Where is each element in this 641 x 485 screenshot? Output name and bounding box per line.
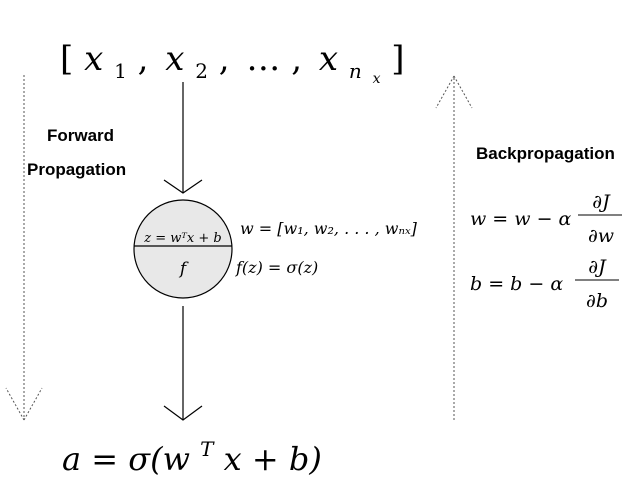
svg-text:∂w: ∂w xyxy=(588,225,614,247)
neuron-circle xyxy=(133,199,233,299)
svg-text:w = w − α: w = w − α xyxy=(470,208,572,230)
output-equation: a = σ(w T x + b) xyxy=(62,426,322,478)
svg-text:∂b: ∂b xyxy=(586,290,608,312)
svg-text:b = b − α: b = b − α xyxy=(470,273,563,295)
activation-label: f(z) = σ(z) xyxy=(235,258,318,277)
svg-text:∂J: ∂J xyxy=(592,191,611,213)
neuron-linear-label: z = wᵀx + b xyxy=(143,231,221,246)
forward-dotted-arrow xyxy=(5,75,43,421)
svg-text:∂J: ∂J xyxy=(588,256,607,278)
input-to-neuron-arrow xyxy=(163,82,203,194)
neuron-activation-label: f xyxy=(178,259,189,279)
weight-update-rule: w = w − α ∂J ∂w xyxy=(470,191,622,247)
input-vector: [ x 1 , x 2 , … , x n x ] xyxy=(60,39,405,92)
backward-dotted-arrow xyxy=(435,75,473,420)
neuron-to-output-arrow xyxy=(163,306,203,421)
weights-label: w = [w₁, w₂, . . . , wₙₓ] xyxy=(240,219,418,238)
backpropagation-label: Backpropagation xyxy=(476,144,615,163)
neuron: z = wᵀx + b f xyxy=(133,199,233,299)
forward-label-line1: Forward xyxy=(47,126,114,145)
bias-update-rule: b = b − α ∂J ∂b xyxy=(470,256,619,312)
forward-label-line2: Propagation xyxy=(27,160,126,179)
